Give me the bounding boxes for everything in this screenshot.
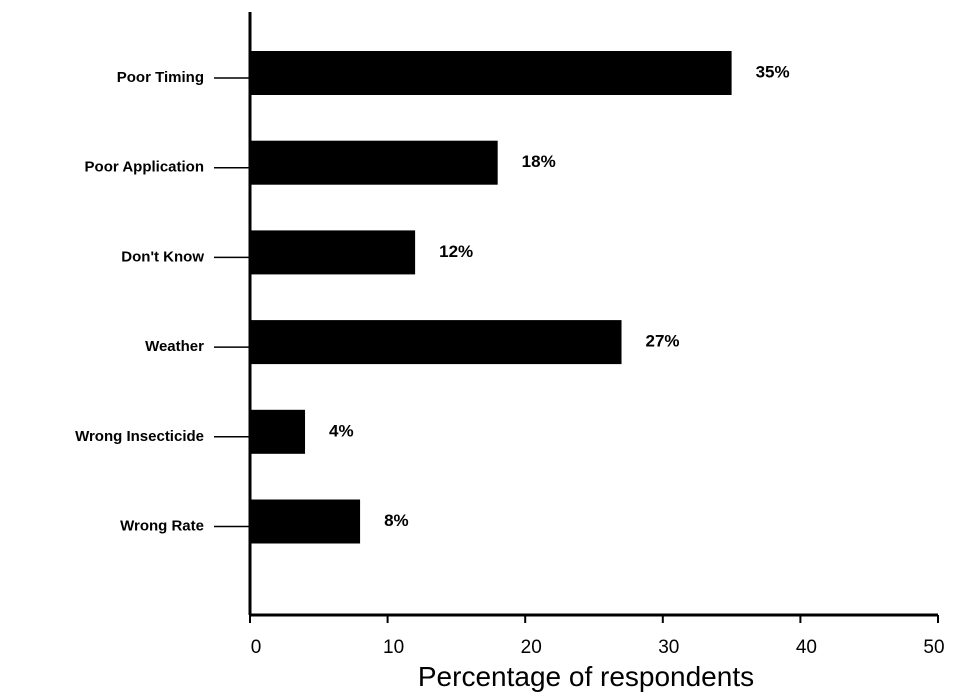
x-tick-label-4: 40 xyxy=(796,637,817,658)
bar-3 xyxy=(250,320,622,365)
value-labels: 35% 18% 12% 27% 4% 8% xyxy=(329,62,790,530)
category-label-5: Wrong Rate xyxy=(120,517,204,534)
value-label-1: 18% xyxy=(522,152,556,171)
x-axis-title: Percentage of respondents xyxy=(418,661,754,692)
bar-2 xyxy=(250,230,416,275)
category-label-1: Poor Application xyxy=(85,159,204,176)
bar-5 xyxy=(250,499,361,544)
value-label-3: 27% xyxy=(646,332,680,351)
category-label-0: Poor Timing xyxy=(117,69,204,86)
bar-0 xyxy=(250,51,732,95)
value-label-4: 4% xyxy=(329,421,354,440)
x-tick-label-2: 20 xyxy=(521,637,542,658)
value-label-2: 12% xyxy=(439,242,473,261)
x-ticks: 0 10 20 30 40 50 xyxy=(249,615,945,658)
value-label-5: 8% xyxy=(384,511,409,530)
x-tick-label-5: 50 xyxy=(923,637,944,658)
bar-1 xyxy=(250,140,498,185)
bar-4 xyxy=(250,409,306,454)
category-label-3: Weather xyxy=(145,338,204,355)
x-tick-label-0: 0 xyxy=(251,637,262,658)
x-tick-label-1: 10 xyxy=(383,637,404,658)
bars-group xyxy=(250,51,732,544)
value-label-0: 35% xyxy=(756,62,790,81)
category-labels: Poor Timing Poor Application Don't Know Wea… xyxy=(75,69,250,534)
category-label-4: Wrong Insecticide xyxy=(75,428,204,445)
x-tick-label-3: 30 xyxy=(658,637,679,658)
category-label-2: Don't Know xyxy=(121,248,204,265)
